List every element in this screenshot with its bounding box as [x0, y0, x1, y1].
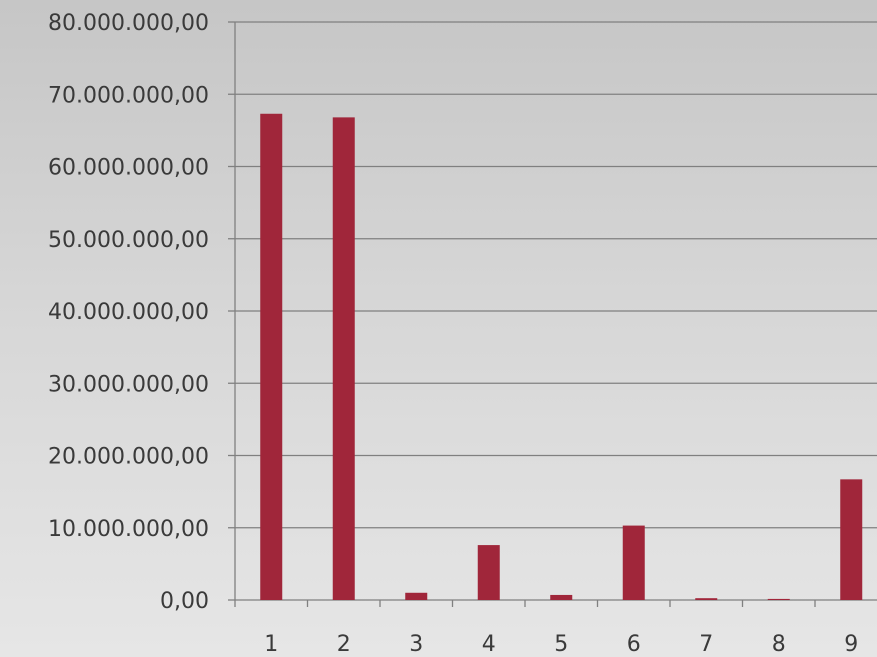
y-tick-label: 10.000.000,00	[48, 517, 209, 542]
x-tick-label: 3	[409, 632, 423, 657]
y-tick-label: 80.000.000,00	[48, 11, 209, 36]
bar-1	[260, 113, 283, 600]
x-tick-label: 6	[627, 632, 641, 657]
y-tick-label: 0,00	[160, 589, 209, 614]
y-tick-label: 50.000.000,00	[48, 228, 209, 253]
bar-6	[622, 525, 645, 600]
y-tick-label: 30.000.000,00	[48, 372, 209, 397]
x-tick-label: 9	[844, 632, 858, 657]
bar-7	[695, 598, 718, 600]
x-tick-labels: 1 2 3 4 5 6 7 8 9	[264, 632, 858, 657]
y-tick-labels: 0,00 10.000.000,00 20.000.000,00 30.000.000…	[48, 11, 209, 614]
y-tick-label: 40.000.000,00	[48, 300, 209, 325]
axes	[228, 21, 877, 607]
y-tick-label: 60.000.000,00	[48, 156, 209, 181]
gridlines	[235, 21, 877, 529]
y-tick-label: 70.000.000,00	[48, 83, 209, 108]
x-tick-label: 4	[482, 632, 496, 657]
bar-8	[767, 598, 790, 600]
bar-3	[405, 592, 428, 600]
bar-2	[332, 117, 355, 601]
y-tick-label: 20.000.000,00	[48, 445, 209, 470]
bar-5	[550, 594, 573, 600]
x-tick-label: 8	[772, 632, 786, 657]
bars	[260, 113, 863, 601]
bar-9	[840, 479, 863, 600]
x-tick-label: 2	[337, 632, 351, 657]
x-tick-label: 7	[699, 632, 713, 657]
bar-4	[477, 545, 500, 600]
x-tick-label: 1	[264, 632, 278, 657]
x-tick-label: 5	[554, 632, 568, 657]
